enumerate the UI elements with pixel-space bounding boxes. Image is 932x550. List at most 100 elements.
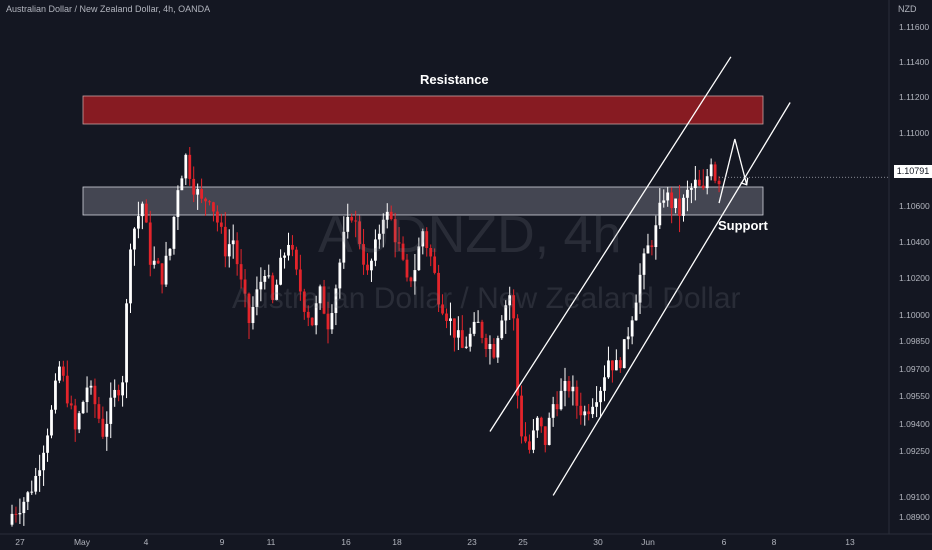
- candle-body: [539, 417, 543, 427]
- candle-body: [437, 272, 440, 305]
- candle-body: [259, 281, 263, 290]
- candle-body: [666, 192, 670, 201]
- candle-body: [85, 387, 89, 403]
- candle-body: [441, 304, 444, 314]
- candle-body: [476, 321, 480, 323]
- projection-arrowhead: [740, 177, 749, 186]
- candle-body: [65, 375, 69, 404]
- candle-body: [338, 262, 342, 289]
- candle-body: [164, 255, 168, 285]
- candle-body: [717, 180, 721, 185]
- candle-body: [618, 360, 622, 369]
- candle-body: [204, 198, 207, 202]
- candle-body: [223, 226, 227, 257]
- candle-body: [397, 242, 401, 244]
- candle-body: [381, 219, 385, 234]
- price-tick-label: 1.09850: [899, 336, 930, 346]
- candle-body: [630, 320, 634, 337]
- time-tick-label: 8: [772, 537, 777, 547]
- candle-body: [322, 286, 326, 314]
- candle-body: [184, 154, 188, 179]
- candle-body: [638, 274, 642, 303]
- candle-body: [654, 225, 658, 248]
- candle-body: [650, 245, 654, 248]
- candle-body: [263, 276, 267, 282]
- candle-body: [524, 436, 527, 442]
- candle-body: [690, 188, 693, 190]
- candle-body: [125, 303, 128, 383]
- candle-body: [42, 452, 45, 471]
- candle-body: [464, 346, 468, 348]
- candle-body: [460, 330, 464, 348]
- candle-body: [366, 264, 369, 271]
- candle-body: [674, 198, 677, 209]
- time-tick-label: May: [74, 537, 91, 547]
- candle-body: [267, 275, 271, 277]
- price-axis[interactable]: 1.116001.114001.112001.110001.108001.106…: [899, 22, 930, 522]
- candle-body: [216, 211, 219, 223]
- candle-body: [14, 513, 18, 515]
- time-tick-label: 27: [15, 537, 25, 547]
- candle-body: [480, 321, 484, 338]
- candle-body: [670, 192, 674, 209]
- candle-body: [401, 243, 405, 260]
- candle-body: [101, 418, 105, 437]
- candle-body: [212, 202, 215, 212]
- candle-body: [611, 360, 614, 371]
- support-label: Support: [718, 218, 768, 233]
- candle-body: [516, 318, 519, 396]
- candle-body: [658, 202, 662, 226]
- candle-body: [468, 333, 472, 347]
- candle-body: [472, 321, 476, 334]
- candle-body: [38, 470, 42, 476]
- candle-body: [662, 200, 666, 203]
- candle-body: [445, 313, 448, 321]
- candle-body: [239, 264, 243, 280]
- candle-body: [137, 216, 140, 229]
- time-tick-label: 30: [593, 537, 603, 547]
- candle-body: [133, 228, 136, 250]
- candle-body: [152, 260, 156, 265]
- candle-body: [275, 284, 279, 300]
- candle-body: [200, 189, 203, 199]
- candle-body: [547, 417, 551, 445]
- name-watermark: Australian Dollar / New Zealand Dollar: [232, 282, 741, 315]
- candle-body: [528, 441, 531, 450]
- time-tick-label: 9: [220, 537, 225, 547]
- candle-body: [93, 385, 97, 405]
- candle-body: [113, 389, 117, 398]
- candle-body: [54, 380, 57, 410]
- candle-body: [176, 190, 180, 217]
- candle-body: [346, 216, 350, 232]
- candle-body: [385, 211, 389, 220]
- candle-body: [512, 295, 516, 319]
- candle-body: [69, 403, 73, 406]
- candle-body: [682, 197, 685, 216]
- candle-body: [421, 231, 425, 247]
- candle-body: [555, 404, 559, 410]
- time-tick-label: 6: [722, 537, 727, 547]
- channel-lower-line: [552, 102, 791, 496]
- candle-body: [227, 244, 231, 257]
- candle-body: [81, 402, 85, 414]
- candle-body: [310, 317, 314, 326]
- candle-body: [433, 256, 437, 273]
- candle-body: [160, 263, 164, 285]
- candle-body: [326, 313, 330, 330]
- price-tick-label: 1.10400: [899, 237, 930, 247]
- candle-body: [425, 231, 429, 248]
- candle-body: [603, 377, 606, 391]
- candle-body: [271, 275, 275, 300]
- candle-body: [520, 395, 523, 437]
- candle-body: [587, 411, 591, 415]
- candle-body: [22, 501, 26, 514]
- time-axis[interactable]: 27 May 4 9 11 16 18 23 25 30 Jun 6 8 13: [15, 537, 855, 547]
- candle-body: [129, 249, 132, 304]
- candle-body: [279, 257, 282, 285]
- time-tick-label: 11: [267, 537, 276, 547]
- candle-body: [370, 260, 373, 271]
- candle-body: [50, 409, 53, 436]
- candle-body: [508, 295, 512, 306]
- time-tick-label: 25: [518, 537, 528, 547]
